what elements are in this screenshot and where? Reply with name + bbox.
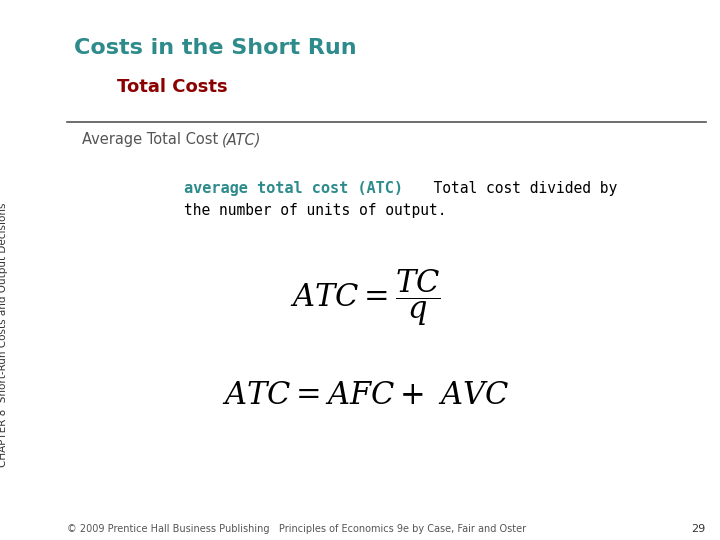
Text: Average Total Cost: Average Total Cost xyxy=(81,132,222,147)
Text: Costs in the Short Run: Costs in the Short Run xyxy=(74,38,357,58)
Text: Total Costs: Total Costs xyxy=(117,78,228,96)
Text: 29: 29 xyxy=(692,523,706,534)
Text: the number of units of output.: the number of units of output. xyxy=(184,202,447,218)
Text: Total cost divided by: Total cost divided by xyxy=(416,181,618,196)
Text: CHAPTER 8  Short-Run Costs and Output Decisions: CHAPTER 8 Short-Run Costs and Output Dec… xyxy=(0,202,9,467)
Text: $\mathit{ATC} = \mathit{AFC} + \ \mathit{AVC}$: $\mathit{ATC} = \mathit{AFC} + \ \mathit… xyxy=(222,381,509,410)
Text: average total cost (ATC): average total cost (ATC) xyxy=(184,181,403,196)
Text: (ATC): (ATC) xyxy=(222,132,261,147)
Text: © 2009 Prentice Hall Business Publishing   Principles of Economics 9e by Case, F: © 2009 Prentice Hall Business Publishing… xyxy=(68,523,526,534)
Text: $\mathit{ATC} = \dfrac{\mathit{TC}}{\mathit{q}}$: $\mathit{ATC} = \dfrac{\mathit{TC}}{\mat… xyxy=(290,267,441,328)
